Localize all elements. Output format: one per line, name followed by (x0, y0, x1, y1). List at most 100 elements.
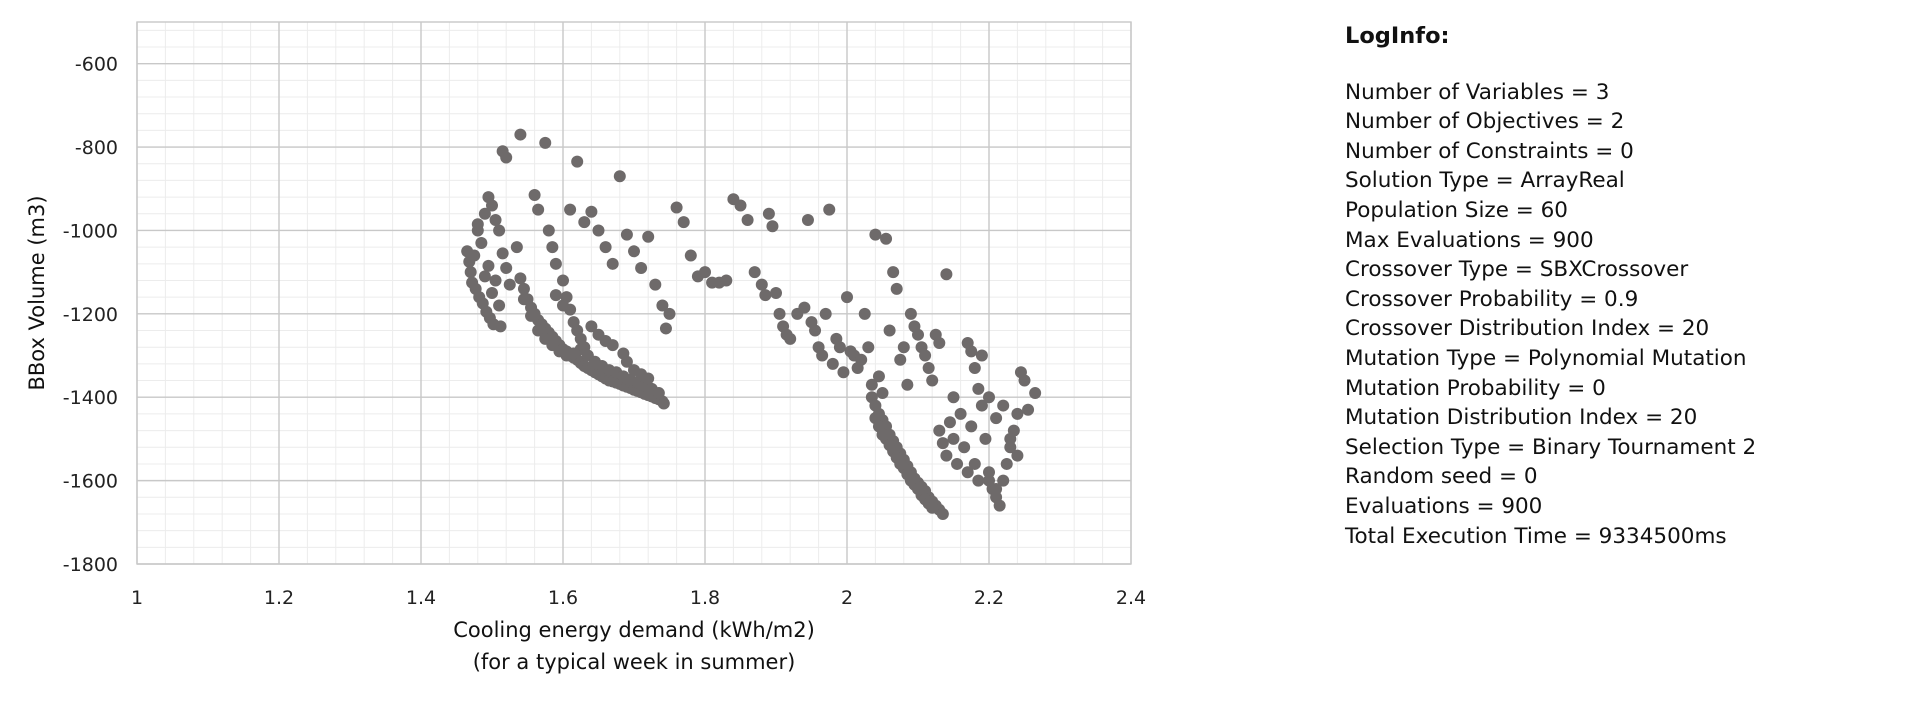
data-point (578, 341, 591, 354)
data-point (972, 382, 985, 395)
data-point (940, 268, 953, 281)
data-point (1029, 387, 1042, 400)
data-point (841, 291, 853, 304)
y-axis-title: BBox Volume (m3) (25, 195, 49, 390)
data-point (489, 214, 502, 227)
data-point (990, 412, 1003, 425)
data-point (514, 272, 527, 285)
data-point (894, 353, 907, 366)
scatter-chart: 1 1.2 1.4 1.6 1.8 2 2.2 2.4 -600-800-1000-1200-… (25, 21, 1146, 674)
data-point (826, 357, 839, 370)
data-point (979, 432, 992, 445)
x-tick-label: 1.8 (690, 587, 720, 609)
data-point (1004, 441, 1017, 454)
x-tick-label: 1 (131, 587, 143, 609)
data-point (926, 374, 939, 387)
data-point (493, 224, 506, 237)
data-point (773, 307, 786, 320)
data-point (532, 324, 545, 337)
data-point (887, 266, 900, 279)
data-points (461, 128, 1042, 520)
data-point (741, 214, 754, 227)
x-tick-label: 1.4 (406, 587, 436, 609)
data-point (983, 466, 995, 479)
data-point (919, 349, 932, 362)
data-point (983, 391, 995, 404)
data-point (890, 282, 903, 295)
loginfo-line: Selection Type = Binary Tournament 2 (1345, 434, 1757, 460)
data-point (933, 424, 946, 437)
data-point (478, 207, 491, 220)
data-point (862, 341, 875, 354)
loginfo-line: Random seed = 0 (1345, 464, 1538, 490)
plot-border (136, 21, 1132, 565)
data-point (833, 341, 846, 354)
data-point (816, 349, 829, 362)
data-point (940, 449, 953, 462)
data-point (855, 353, 868, 366)
data-point (968, 457, 981, 470)
data-point (532, 203, 545, 216)
x-axis-subtitle: (for a typical week in summer) (473, 650, 796, 674)
data-point (951, 457, 964, 470)
x-tick-labels: 1 1.2 1.4 1.6 1.8 2 2.2 2.4 (131, 587, 1146, 609)
data-point (517, 282, 530, 295)
data-point (858, 307, 871, 320)
data-point (933, 337, 946, 350)
loginfo-line: Mutation Type = Polynomial Mutation (1345, 345, 1747, 371)
loginfo-line: Number of Variables = 3 (1345, 79, 1610, 105)
data-point (922, 362, 935, 375)
data-point (471, 218, 484, 231)
data-point (557, 274, 569, 287)
data-point (546, 241, 559, 254)
data-point (486, 199, 498, 212)
data-point (539, 136, 552, 149)
data-point (965, 420, 978, 433)
data-point (936, 437, 949, 450)
data-point (883, 324, 896, 337)
data-point (699, 266, 711, 279)
loginfo-line: Solution Type = ArrayReal (1345, 168, 1625, 194)
data-point (652, 387, 665, 400)
data-point (525, 309, 538, 322)
data-point (557, 299, 569, 312)
data-point (968, 362, 981, 375)
y-tick-label: -1400 (63, 387, 118, 409)
y-tick-labels: -600 -800 -1000 -1200 -1400 -1600 -1800 (63, 54, 118, 576)
data-point (503, 278, 516, 291)
y-tick-label: -1200 (63, 304, 118, 326)
x-tick-label: 2.4 (1116, 587, 1146, 609)
data-point (1004, 432, 1017, 445)
data-point (649, 278, 662, 291)
data-point (943, 416, 956, 429)
data-point (606, 339, 619, 352)
data-point (954, 407, 967, 420)
data-point (478, 270, 491, 283)
data-point (464, 266, 477, 279)
loginfo-line: Mutation Probability = 0 (1345, 375, 1606, 401)
data-point (748, 266, 761, 279)
loginfo-line: Number of Constraints = 0 (1345, 138, 1634, 164)
x-tick-label: 2 (841, 587, 853, 609)
data-point (936, 507, 949, 520)
data-point (486, 287, 498, 299)
data-point (770, 287, 782, 299)
data-point (493, 299, 506, 312)
data-point (972, 474, 985, 487)
data-point (1022, 403, 1035, 416)
data-point (564, 203, 577, 216)
loginfo-line: Crossover Probability = 0.9 (1345, 286, 1639, 312)
data-point (677, 216, 690, 229)
data-point (912, 328, 924, 341)
data-point (784, 332, 797, 345)
y-tick-label: -600 (75, 54, 118, 76)
data-point (585, 205, 598, 218)
loginfo-line: Population Size = 60 (1345, 197, 1568, 223)
data-point (468, 249, 481, 262)
data-point (755, 278, 768, 291)
data-point (510, 241, 523, 254)
data-point (620, 355, 633, 368)
data-point (500, 261, 513, 274)
data-point (628, 245, 640, 258)
data-point (1011, 449, 1024, 462)
